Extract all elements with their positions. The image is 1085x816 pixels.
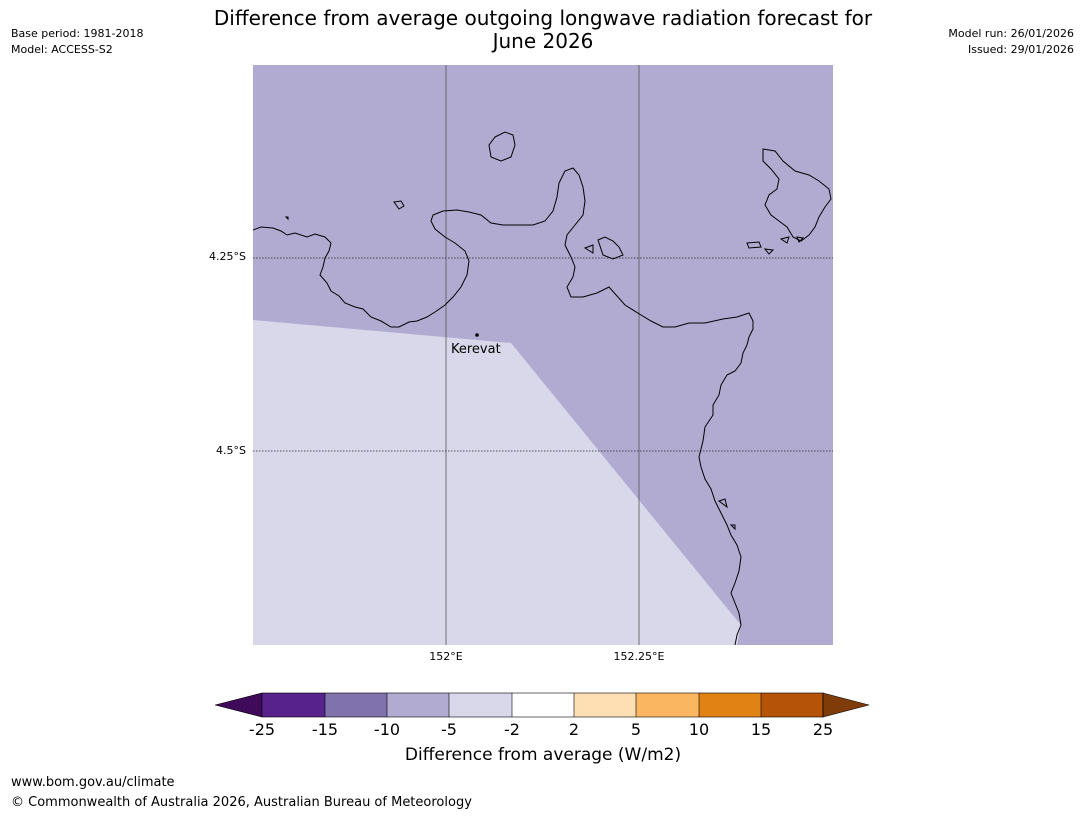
colorbar-arrow-low: [215, 692, 263, 718]
islet-1: [393, 200, 405, 210]
model-run: Model run: 26/01/2026: [948, 27, 1074, 40]
colorbar-segment-3: [387, 693, 449, 717]
colorbar-tick: -25: [248, 720, 276, 739]
colorbar-segment-6: [574, 693, 636, 717]
colorbar-tick: 15: [750, 720, 772, 739]
anomaly-band-minus5-minus2: [253, 320, 741, 645]
footer-copyright: © Commonwealth of Australia 2026, Austra…: [11, 795, 472, 810]
coastline: [253, 131, 832, 645]
place-label-kerevat: Kerevat: [451, 342, 501, 357]
islet-8: [717, 498, 728, 509]
colorbar-segment-5: [512, 693, 574, 717]
islet-4: [763, 248, 775, 255]
lat-label-4-25s: 4.25°S: [209, 250, 246, 263]
model-name: Model: ACCESS-S2: [11, 43, 113, 56]
colorbar-segment-2: [325, 693, 387, 717]
map-svg: [253, 65, 833, 645]
islet-3: [746, 241, 762, 249]
islet-5: [779, 236, 790, 244]
colorbar-segment-9: [761, 693, 823, 717]
colorbar-tick: 5: [630, 720, 642, 739]
metadata-right: Model run: 26/01/2026 Issued: 29/01/2026: [948, 26, 1074, 58]
base-period: Base period: 1981-2018: [11, 27, 144, 40]
footer-url[interactable]: www.bom.gov.au/climate: [11, 775, 175, 790]
kerevat-marker: [475, 333, 479, 337]
islet-9: [729, 524, 736, 531]
colorbar-tick: -5: [441, 720, 457, 739]
colorbar-segment-7: [636, 693, 699, 717]
lat-label-4-5s: 4.5°S: [216, 444, 246, 457]
colorbar-arrow-high: [822, 692, 870, 718]
map-panel: Kerevat: [253, 65, 833, 645]
lon-label-152-25e: 152.25°E: [613, 650, 665, 663]
colorbar-segment-8: [699, 693, 761, 717]
colorbar-dividers: [324, 693, 762, 717]
colorbar-tick: 10: [688, 720, 710, 739]
colorbar-tick: 2: [568, 720, 580, 739]
colorbar-title: Difference from average (W/m2): [404, 745, 682, 765]
islet-7: [583, 244, 594, 254]
colorbar-tick: -10: [373, 720, 401, 739]
island-1: [488, 131, 516, 162]
colorbar-tick: -15: [311, 720, 339, 739]
title-line-2: June 2026: [492, 29, 594, 53]
colorbar-segment-4: [449, 693, 512, 717]
lon-label-152e: 152°E: [429, 650, 463, 663]
colorbar-tick: 25: [812, 720, 834, 739]
map-title: Difference from average outgoing longwav…: [183, 7, 903, 53]
title-line-1: Difference from average outgoing longwav…: [213, 6, 873, 30]
metadata-left: Base period: 1981-2018 Model: ACCESS-S2: [11, 26, 143, 58]
colorbar-tick: -2: [504, 720, 520, 739]
northeast-landmass: [762, 148, 832, 242]
islet-2: [284, 216, 289, 221]
colorbar-outline: [261, 692, 824, 718]
colorbar-segment-1: [262, 693, 325, 717]
inlet-shore: [597, 236, 624, 260]
islet-6: [796, 236, 805, 243]
colorbar: [215, 692, 870, 718]
issued-date: Issued: 29/01/2026: [967, 43, 1074, 56]
